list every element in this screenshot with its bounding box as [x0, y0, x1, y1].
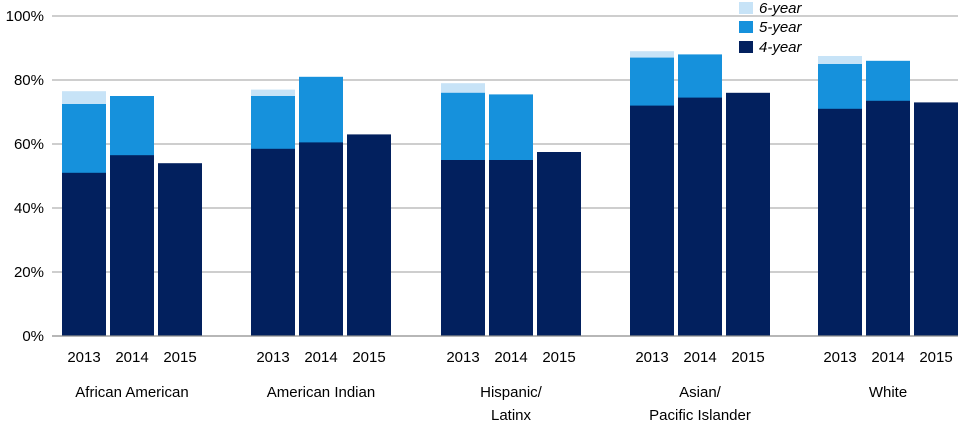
- year-tick-label: 2014: [304, 349, 337, 366]
- x-axis: 2013 2014 2015 African American 2013 2014 2015…: [52, 335, 958, 424]
- legend-label: 6-year: [759, 0, 803, 17]
- bar-4-year: [158, 163, 202, 336]
- bar-4-year: [489, 160, 533, 336]
- year-tick-label: 2015: [731, 349, 764, 366]
- bar-4-year: [62, 172, 106, 336]
- bar-4-year: [866, 100, 910, 336]
- year-tick-label: 2014: [683, 349, 716, 366]
- legend-swatch: [739, 41, 753, 53]
- year-tick-label: 2013: [823, 349, 856, 366]
- group-label: Pacific Islander: [649, 407, 751, 424]
- y-tick-label: 20%: [14, 264, 44, 281]
- group-label: Hispanic/: [480, 384, 543, 401]
- bar-4-year: [441, 160, 485, 336]
- year-tick-label: 2015: [919, 349, 952, 366]
- year-tick-label: 2015: [163, 349, 196, 366]
- year-tick-label: 2014: [115, 349, 148, 366]
- bar-4-year: [299, 142, 343, 336]
- y-tick-label: 40%: [14, 200, 44, 217]
- legend: 6-year 5-year 4-year: [739, 0, 803, 56]
- y-axis: 0% 20% 40% 60% 80% 100%: [6, 8, 44, 345]
- year-tick-label: 2013: [635, 349, 668, 366]
- bar-4-year: [726, 92, 770, 336]
- y-tick-label: 100%: [6, 8, 44, 25]
- group-label: Latinx: [491, 407, 532, 424]
- bar-4-year: [110, 155, 154, 336]
- bar-4-year: [678, 97, 722, 336]
- year-tick-label: 2015: [352, 349, 385, 366]
- bar-4-year: [630, 105, 674, 336]
- bars: [62, 51, 958, 337]
- bar-4-year: [537, 152, 581, 336]
- year-tick-label: 2013: [67, 349, 100, 366]
- group-label: White: [869, 384, 907, 401]
- group-label: African American: [75, 384, 188, 401]
- bar-4-year: [818, 108, 862, 336]
- legend-label: 5-year: [759, 19, 803, 36]
- year-tick-label: 2014: [871, 349, 904, 366]
- year-tick-label: 2013: [446, 349, 479, 366]
- y-tick-label: 60%: [14, 136, 44, 153]
- y-tick-label: 80%: [14, 72, 44, 89]
- bar-4-year: [347, 134, 391, 336]
- year-tick-label: 2013: [256, 349, 289, 366]
- bar-4-year: [914, 102, 958, 337]
- legend-swatch: [739, 2, 753, 14]
- y-tick-label: 0%: [22, 328, 44, 345]
- bar-4-year: [251, 148, 295, 336]
- year-tick-label: 2014: [494, 349, 527, 366]
- group-label: Asian/: [679, 384, 722, 401]
- group-label: American Indian: [267, 384, 375, 401]
- legend-label: 4-year: [759, 39, 803, 56]
- legend-swatch: [739, 21, 753, 33]
- year-tick-label: 2015: [542, 349, 575, 366]
